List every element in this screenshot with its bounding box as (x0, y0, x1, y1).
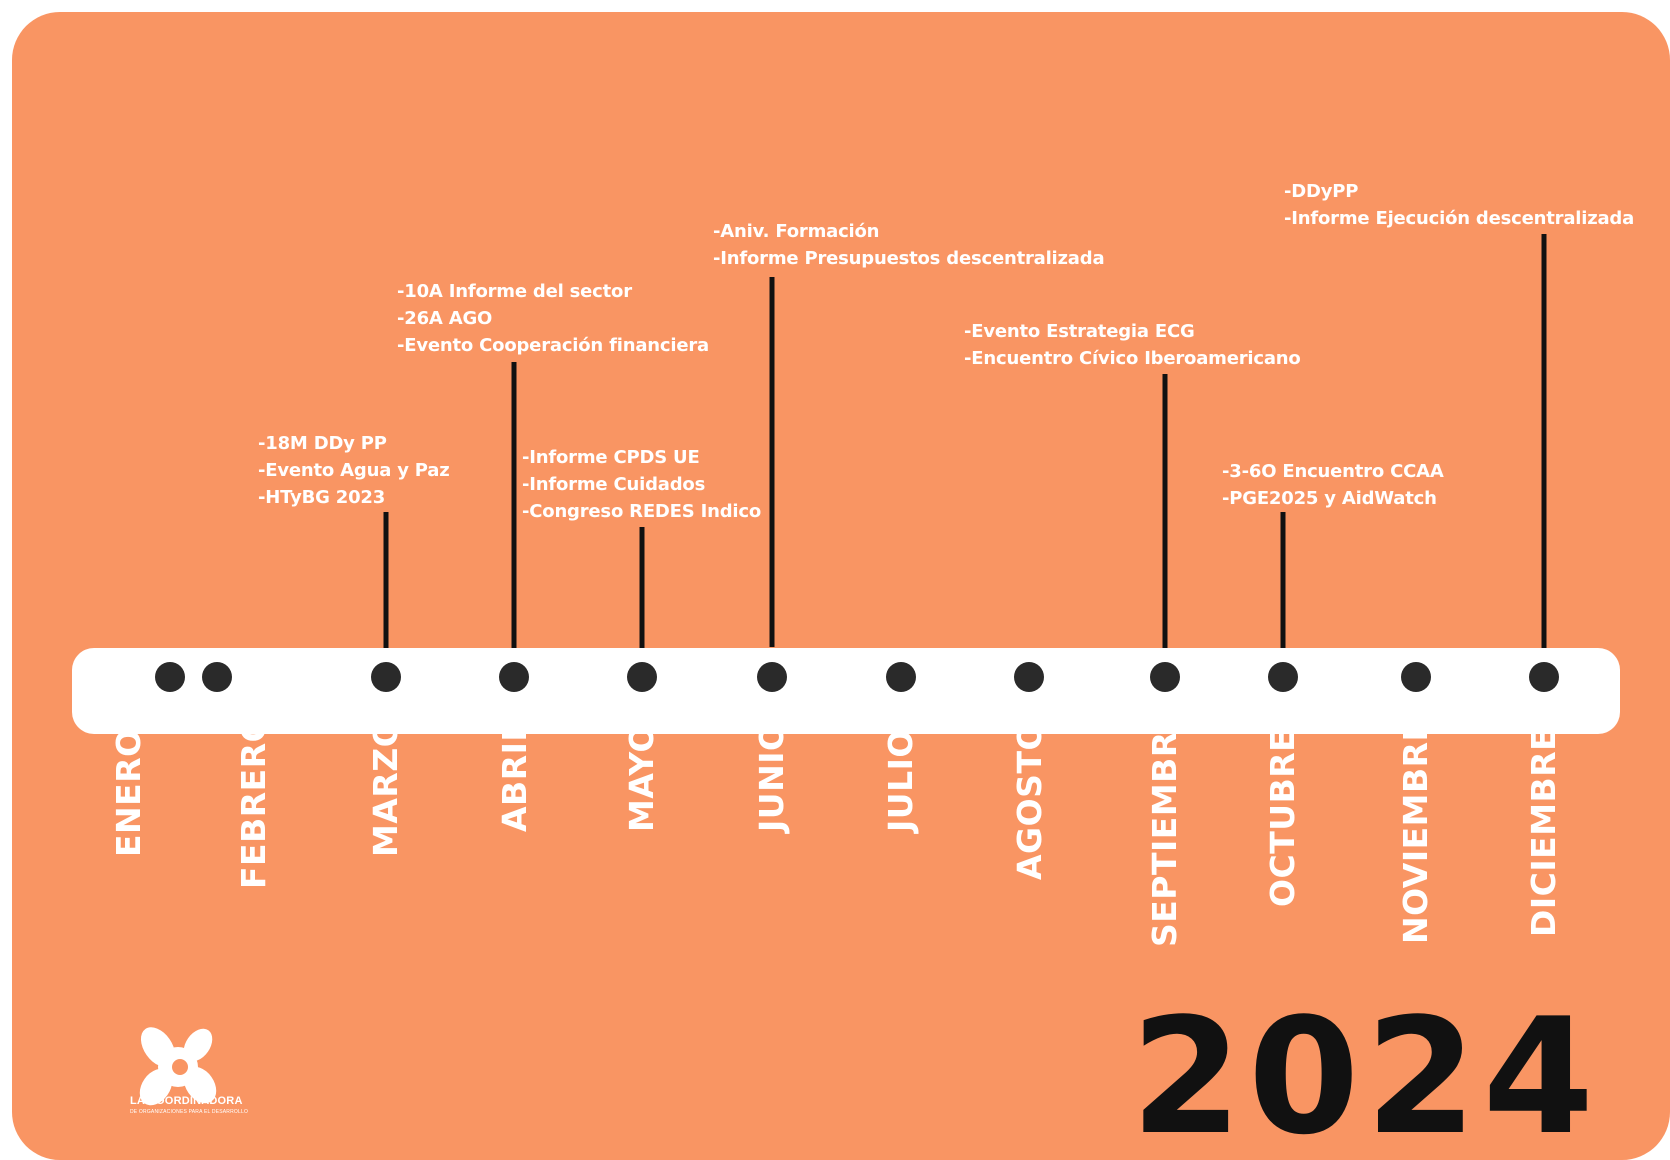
timeline-bar (72, 648, 1620, 734)
la-coordinadora-logo (139, 1027, 217, 1106)
event-text: -Informe Cuidados (522, 474, 706, 495)
stem-junio (769, 277, 775, 647)
event-text: -Evento Estrategia ECG (964, 321, 1195, 342)
dot-enero (155, 662, 185, 692)
dot-julio (886, 662, 916, 692)
month-octubre: OCTUBRE (1263, 728, 1302, 907)
event-text: -DDyPP (1284, 181, 1359, 202)
events-septiembre: -Evento Estrategia ECG -Encuentro Cívico… (964, 318, 1301, 372)
month-marzo: MARZO (366, 718, 405, 857)
event-text: -Informe CPDS UE (522, 447, 700, 468)
event-text: -PGE2025 y AidWatch (1222, 488, 1437, 509)
event-text: -Evento Agua y Paz (258, 460, 450, 481)
events-junio: -Aniv. Formación -Informe Presupuestos d… (713, 218, 1105, 272)
events-abril: -10A Informe del sector -26A AGO -Evento… (397, 278, 709, 359)
dot-marzo (371, 662, 401, 692)
month-noviembre: NOVIEMBRE (1396, 718, 1435, 944)
logo-name: LA COORDINADORA (130, 1095, 243, 1107)
event-text: -Encuentro Cívico Iberoamericano (964, 348, 1301, 369)
dot-septiembre (1150, 662, 1180, 692)
dot-abril (499, 662, 529, 692)
events-marzo: -18M DDy PP -Evento Agua y Paz -HTyBG 20… (258, 430, 450, 511)
month-julio: JULIO (881, 729, 920, 832)
logo-subtitle: DE ORGANIZACIONES PARA EL DESARROLLO (130, 1109, 249, 1115)
month-septiembre: SEPTIEMBRE (1145, 708, 1184, 947)
event-text: -26A AGO (397, 308, 493, 329)
year-title: 2024 (1130, 983, 1600, 1160)
event-text: -3-6O Encuentro CCAA (1222, 461, 1444, 482)
month-enero: ENERO (109, 728, 148, 857)
event-text: -Informe Ejecución descentralizada (1284, 208, 1635, 229)
stem-octubre (1280, 512, 1286, 677)
month-mayo: MAYO (622, 724, 661, 832)
month-junio: JUNIO (752, 722, 791, 832)
event-text: -Informe Presupuestos descentralizada (713, 248, 1105, 269)
event-text: -Aniv. Formación (713, 221, 880, 242)
dot-agosto (1014, 662, 1044, 692)
dot-octubre (1268, 662, 1298, 692)
stem-mayo (639, 527, 645, 677)
event-text: -18M DDy PP (258, 433, 387, 454)
event-text: -Congreso REDES Indico (522, 501, 762, 522)
timeline-card: -18M DDy PP -Evento Agua y Paz -HTyBG 20… (12, 12, 1670, 1160)
event-text: -Evento Cooperación financiera (397, 335, 709, 356)
events-diciembre: -DDyPP -Informe Ejecución descentralizad… (1284, 178, 1634, 232)
events-octubre: -3-6O Encuentro CCAA -PGE2025 y AidWatch (1222, 458, 1444, 512)
dot-noviembre (1401, 662, 1431, 692)
event-text: -10A Informe del sector (397, 281, 632, 302)
stem-diciembre (1541, 234, 1547, 677)
dot-diciembre (1529, 662, 1559, 692)
dot-junio (757, 662, 787, 692)
stem-abril (511, 362, 517, 677)
month-diciembre: DICIEMBRE (1524, 727, 1563, 937)
month-agosto: AGOSTO (1010, 721, 1049, 880)
stem-marzo (383, 512, 389, 677)
month-febrero: FEBRERO (234, 713, 273, 889)
dot-mayo (627, 662, 657, 692)
event-text: -HTyBG 2023 (258, 487, 386, 508)
dot-enero-2 (202, 662, 232, 692)
stem-septiembre (1162, 374, 1168, 677)
month-abril: ABRIL (495, 720, 534, 832)
events-mayo: -Informe CPDS UE -Informe Cuidados -Cong… (522, 444, 761, 525)
